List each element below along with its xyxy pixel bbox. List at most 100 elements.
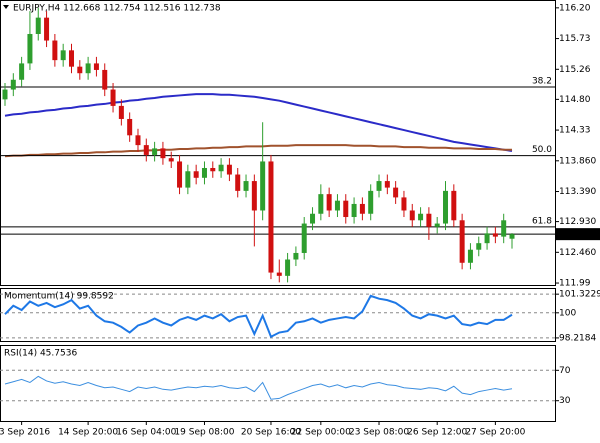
candle-body [44, 17, 50, 41]
candle-body [168, 158, 174, 162]
candle-body [334, 200, 340, 211]
last-price-label: 112.738 [559, 230, 596, 240]
y-tick-label: 116.20 [559, 3, 591, 13]
y-tick-label: 112.460 [559, 248, 596, 258]
candle-body [201, 167, 207, 178]
panel-frame [0, 288, 556, 342]
candle-body [152, 148, 158, 155]
y-tick-label: 115.73 [559, 34, 591, 44]
candle-body [52, 40, 58, 61]
candle-body [310, 213, 316, 224]
candle-body [135, 135, 141, 146]
candle-body [451, 190, 457, 221]
candle-body [318, 194, 324, 214]
candle-body [68, 50, 74, 67]
candle-body [251, 181, 257, 211]
y-tick-label: 115.26 [559, 65, 591, 75]
candle-body [501, 220, 507, 237]
candle-body [27, 33, 33, 64]
candle-body [484, 233, 490, 244]
candle-body [492, 233, 498, 237]
panel-title: RSI(14) 45.7536 [4, 349, 77, 359]
x-tick-label: 26 Sep 12:00 [407, 428, 467, 438]
x-tick-label: 20 Sep 16:00 [241, 428, 301, 438]
candle-body [376, 181, 382, 191]
menu-arrow [3, 5, 9, 9]
fib-label: 61.8 [532, 216, 552, 226]
candle-body [177, 161, 183, 188]
candle-body [218, 164, 224, 172]
x-tick-label: 14 Sep 20:00 [58, 428, 118, 438]
candle-body [226, 164, 232, 175]
candle-body [143, 145, 149, 155]
x-tick-label: 23 Sep 08:00 [349, 428, 409, 438]
x-tick-label: 16 Sep 04:00 [116, 428, 176, 438]
candle-body [127, 118, 133, 136]
fib-label: 38.2 [532, 76, 552, 86]
y-tick-label: 100 [559, 308, 576, 318]
candle-body [293, 252, 299, 260]
y-tick-label: 70 [559, 366, 571, 376]
y-tick-label: 113.390 [559, 187, 596, 197]
candle-body [2, 89, 8, 100]
candle-body [343, 200, 349, 218]
y-tick-label: 98.2184 [559, 333, 596, 343]
candle-body [185, 171, 191, 188]
candle-body [243, 181, 249, 191]
candle-body [459, 220, 465, 263]
candle-body [426, 213, 432, 227]
candle-body [409, 210, 415, 221]
candle-body [85, 63, 91, 74]
x-tick-label: 13 Sep 2016 [0, 428, 50, 438]
candle-body [160, 148, 166, 159]
panel-frame [0, 345, 556, 422]
candle-body [401, 197, 407, 211]
y-tick-label: 101.3229 [559, 290, 600, 300]
candle-body [268, 161, 274, 273]
candle-body [443, 190, 449, 224]
panel-frame [0, 0, 556, 286]
candle-body [118, 105, 124, 119]
candle-body [193, 171, 199, 178]
y-tick-label: 114.80 [559, 95, 591, 105]
candle-body [509, 234, 515, 239]
x-tick-label: 22 Sep 00:00 [291, 428, 351, 438]
candle-body [77, 66, 83, 74]
indicator-line [4, 294, 513, 339]
panel-title: EURJPY,H4 112.668 112.754 112.516 112.73… [13, 4, 221, 14]
candle-body [35, 17, 41, 34]
moving-average [4, 144, 512, 158]
y-tick-label: 30 [559, 396, 571, 406]
candle-body [93, 63, 99, 70]
fib-label: 50.0 [532, 145, 552, 155]
candle-body [351, 203, 357, 218]
candle-body [476, 243, 482, 250]
y-tick-label: 114.33 [559, 126, 591, 136]
candle-body [393, 187, 399, 198]
candle-body [301, 223, 307, 253]
y-tick-label: 113.860 [559, 156, 596, 166]
candle-body [60, 50, 66, 61]
candle-body [260, 161, 266, 211]
candle-body [110, 89, 116, 106]
x-tick-label: 27 Sep 20:00 [465, 428, 525, 438]
candle-body [276, 272, 282, 276]
candle-body [10, 79, 16, 90]
x-tick-label: 19 Sep 08:00 [174, 428, 234, 438]
candle-body [418, 213, 424, 221]
candle-body [434, 223, 440, 227]
candle-body [326, 194, 332, 211]
panel-title: Momentum(14) 99.8592 [4, 292, 114, 302]
candle-body [210, 167, 216, 172]
candle-body [235, 174, 241, 191]
indicator-line [4, 375, 513, 400]
y-tick-label: 112.930 [559, 217, 596, 227]
moving-average [4, 93, 513, 152]
candle-body [285, 259, 291, 276]
candle-body [102, 69, 108, 90]
candle-body [368, 190, 374, 214]
y-tick-label: 111.99 [559, 279, 591, 289]
candle-body [467, 249, 473, 263]
